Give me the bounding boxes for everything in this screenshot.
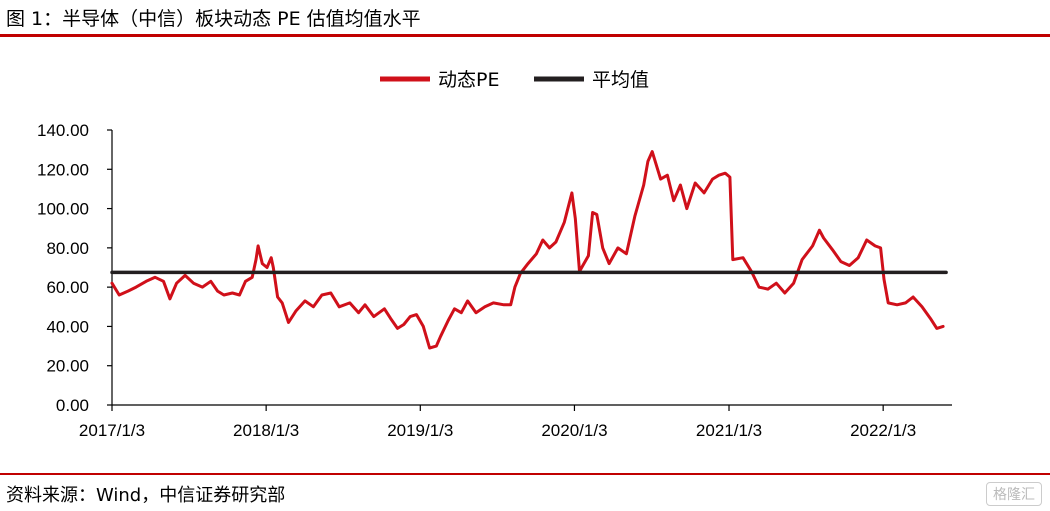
y-tick-label: 140.00 <box>37 121 89 140</box>
x-tick-label: 2021/1/3 <box>696 421 762 440</box>
x-tick-label: 2022/1/3 <box>850 421 916 440</box>
x-tick-label: 2017/1/3 <box>79 421 145 440</box>
legend-label: 动态PE <box>438 69 499 91</box>
y-tick-label: 100.00 <box>37 200 89 219</box>
y-tick-label: 0.00 <box>56 396 89 415</box>
source-note: 资料来源：Wind，中信证券研究部 <box>6 485 286 506</box>
y-tick-label: 20.00 <box>46 357 89 376</box>
footer-divider <box>0 473 1050 475</box>
title-divider <box>0 34 1050 37</box>
x-tick-label: 2018/1/3 <box>233 421 299 440</box>
y-tick-label: 80.00 <box>46 239 89 258</box>
y-tick-label: 60.00 <box>46 278 89 297</box>
y-tick-label: 120.00 <box>37 160 89 179</box>
figure-title: 图 1：半导体（中信）板块动态 PE 估值均值水平 <box>6 8 421 30</box>
pe-series-line <box>110 150 945 350</box>
legend-label: 平均值 <box>592 69 649 91</box>
x-tick-label: 2020/1/3 <box>541 421 607 440</box>
y-tick-label: 40.00 <box>46 317 89 336</box>
chart-axes: 0.00 20.00 40.00 60.00 80.00 100.00 120.00 140.… <box>37 121 952 440</box>
pe-line-chart: 动态PE 平均值 0.00 20.00 40.00 60.00 80.00 100.00 12… <box>37 69 952 440</box>
watermark-logo: 格隆汇 <box>986 482 1042 506</box>
x-tick-label: 2019/1/3 <box>387 421 453 440</box>
figure-header: 图 1：半导体（中信）板块动态 PE 估值均值水平 <box>0 0 1050 34</box>
chart-legend: 动态PE 平均值 <box>380 69 649 91</box>
plot-area <box>110 150 948 350</box>
